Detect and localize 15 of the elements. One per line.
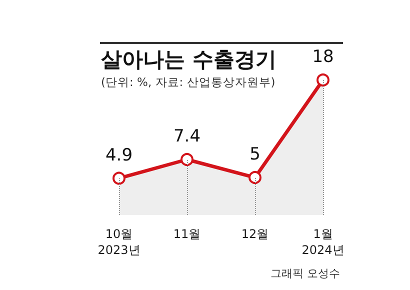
point	[112, 172, 126, 185]
x-tick-label: 1월 2024년	[302, 227, 344, 257]
data-label: 7.4	[173, 126, 201, 146]
point	[248, 171, 262, 184]
chart-subtitle: (단위: %, 자료: 산업통상자원부)	[101, 75, 276, 89]
text: 그래픽 오성수	[270, 267, 340, 280]
point	[180, 153, 194, 166]
x-tick-label: 12월	[241, 227, 269, 241]
chart-title: 살아나는 수출경기	[101, 48, 276, 72]
data-label: 4.9	[105, 145, 133, 166]
x-tick-label: 10월 2023년	[98, 227, 140, 257]
data-label: 5	[250, 144, 260, 164]
point	[316, 74, 330, 86]
data-label: 18	[312, 47, 334, 67]
x-tick-label: 11월	[173, 227, 201, 241]
